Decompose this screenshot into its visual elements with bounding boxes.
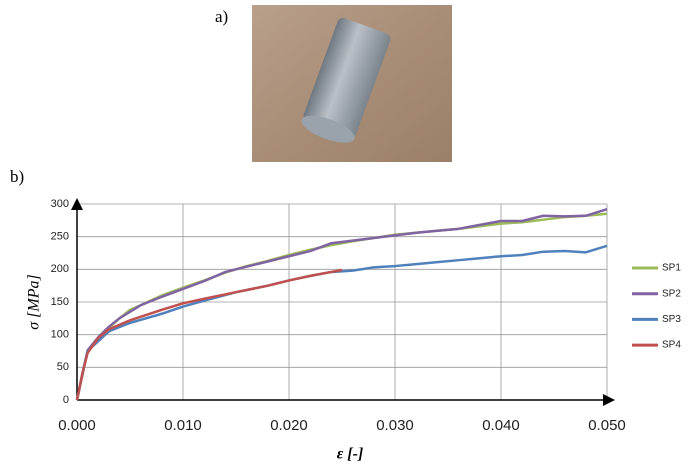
x-tick-label: 0.030 [376, 417, 414, 434]
y-axis-label: σ [MPa] [26, 274, 43, 329]
photo [252, 5, 452, 162]
y-tick-label: 300 [51, 198, 69, 210]
y-tick-label: 50 [57, 361, 69, 373]
legend-label: SP1 [662, 263, 681, 274]
y-tick-label: 0 [63, 394, 69, 406]
series-line [75, 208, 608, 401]
x-tick-label: 0.040 [482, 417, 520, 434]
series-line [75, 268, 343, 401]
axis-arrow [71, 198, 83, 210]
panel-label: a) [215, 7, 228, 26]
y-tick-label: 150 [51, 296, 69, 308]
x-tick-label: 0.020 [270, 417, 308, 434]
axis-arrow [603, 394, 615, 406]
plot: 0 50 100 150 200 250 300 0.000 0.010 0.020 0.030 0.… [51, 198, 682, 434]
x-tick-label: 0.050 [588, 417, 626, 434]
x-tick-label: 0.000 [58, 417, 96, 434]
y-tick-label: 200 [51, 263, 69, 275]
legend-label: SP2 [662, 288, 681, 299]
x-tick-label: 0.010 [164, 417, 202, 434]
y-tick-label: 100 [51, 329, 69, 341]
legend-label: SP4 [662, 340, 681, 351]
x-axis-label: ε [-] [337, 446, 364, 463]
legend-label: SP3 [662, 314, 681, 325]
panel-label: b) [10, 167, 24, 186]
y-tick-label: 250 [51, 231, 69, 243]
